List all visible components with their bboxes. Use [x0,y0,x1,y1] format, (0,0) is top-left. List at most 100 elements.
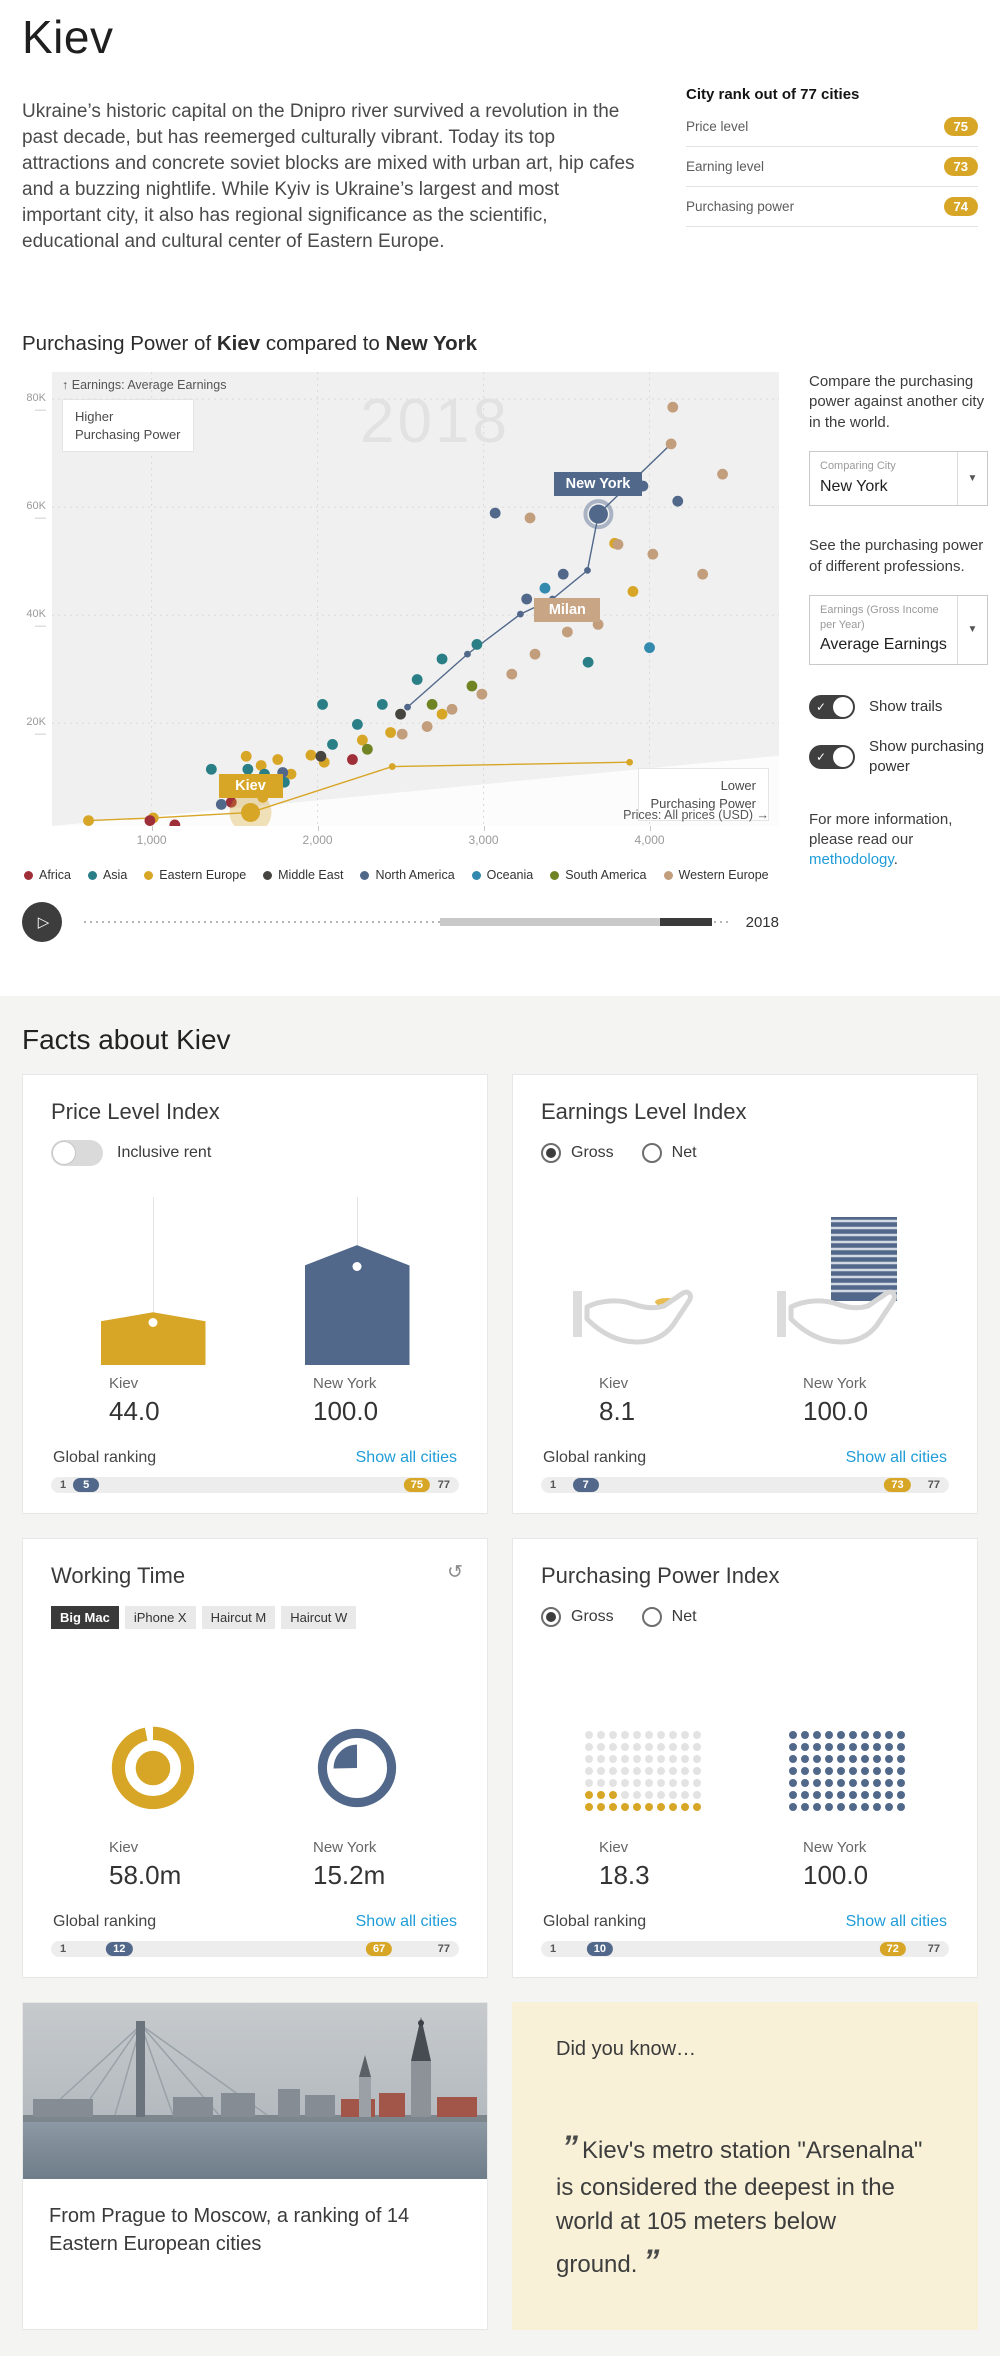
show-all-cities-link[interactable]: Show all cities [355,1449,457,1467]
city-dot[interactable] [421,721,433,733]
city-dot[interactable] [317,699,328,710]
chart-city-label-milan[interactable]: Milan [534,598,601,623]
earnings-select[interactable]: Earnings (Gross Income per Year) Average… [809,594,988,666]
city-dot[interactable] [272,754,284,766]
refresh-icon[interactable]: ↺ [447,1562,463,1584]
city-dot[interactable] [83,815,94,827]
city-dot[interactable] [225,796,237,808]
radio-option-gross[interactable]: Gross [541,1607,614,1628]
play-button[interactable]: ▷ [22,902,62,943]
show-all-cities-link[interactable]: Show all cities [845,1913,947,1931]
inclusive-rent-toggle[interactable] [51,1140,103,1167]
timeline-track[interactable] [84,912,732,932]
grid-dot [801,1791,809,1800]
legend-item-oceania[interactable]: Oceania [471,868,533,882]
comparing-city-select[interactable]: Comparing City New York ▼ [809,450,988,507]
city-dot[interactable] [347,754,358,766]
tab-iphone-x[interactable]: iPhone X [124,1605,196,1629]
article-teaser-card[interactable]: From Prague to Moscow, a ranking of 14 E… [22,2002,488,2331]
city-dot[interactable] [647,548,659,560]
city-dot[interactable] [644,642,655,654]
city-dot[interactable] [627,586,639,597]
radio-option-net[interactable]: Net [641,1607,697,1628]
chart-city-label-kiev[interactable]: Kiev [218,773,283,798]
stat-city-name: Kiev [109,1375,139,1393]
city-rank-pill: 75 [403,1478,431,1493]
chart-city-label-new-york[interactable]: New York [554,472,642,497]
highlight-dot-new-york[interactable] [588,504,608,524]
stat-city-name: New York [313,1375,377,1393]
city-rank-pill: 72 [879,1942,906,1957]
city-dot[interactable] [426,699,438,710]
city-dot[interactable] [471,639,483,650]
city-dot[interactable] [506,668,518,680]
city-dot[interactable] [352,719,363,730]
city-dot[interactable] [327,739,338,750]
timeline-handle[interactable] [660,918,713,927]
legend-item-middle-east[interactable]: Middle East [263,868,343,882]
grid-dot [789,1731,797,1740]
legend-item-eastern-europe[interactable]: Eastern Europe [144,868,246,882]
timeline-progress-bar [440,918,661,927]
city-dot[interactable] [385,727,397,738]
show-purchasing-power-toggle[interactable]: ✓ [809,745,855,770]
show-all-cities-link[interactable]: Show all cities [355,1913,457,1931]
city-dot[interactable] [144,815,156,827]
grid-dot [681,1779,689,1788]
city-dot[interactable] [489,507,501,519]
legend-item-western-europe[interactable]: Western Europe [663,868,769,882]
tab-big-mac[interactable]: Big Mac [51,1605,119,1629]
scatter-plot[interactable]: 2018 ↑ Earnings: Average Earnings Higher… [26,372,779,827]
city-dot[interactable] [612,539,624,550]
city-dot[interactable] [665,438,677,450]
legend-item-asia[interactable]: Asia [87,868,127,882]
city-dot[interactable] [476,688,488,700]
city-dot[interactable] [376,699,388,710]
city-dot[interactable] [582,656,594,668]
city-dot[interactable] [697,568,709,580]
city-dot[interactable] [529,648,541,660]
city-dot[interactable] [361,743,373,755]
city-dot[interactable] [169,819,181,827]
radio-option-net[interactable]: Net [641,1143,697,1164]
show-all-cities-link[interactable]: Show all cities [845,1449,947,1467]
legend-item-north-america[interactable]: North America [360,868,455,882]
city-dot[interactable] [436,653,448,665]
tab-haircut-m[interactable]: Haircut M [201,1605,276,1629]
city-dot[interactable] [524,512,536,524]
legend-item-africa[interactable]: Africa [24,868,71,882]
city-dot[interactable] [672,495,684,507]
city-dot[interactable] [205,763,217,775]
city-dot[interactable] [215,799,227,810]
city-dot[interactable] [521,593,533,605]
city-dot[interactable] [305,749,317,761]
city-dot[interactable] [255,760,267,771]
city-dot[interactable] [539,582,551,594]
legend-item-south-america[interactable]: South America [550,868,647,882]
city-dot[interactable] [395,708,406,720]
city-dot[interactable] [557,568,569,580]
city-dot[interactable] [242,763,254,775]
tab-haircut-w[interactable]: Haircut W [281,1605,357,1629]
more-info-text: For more information, please read our me… [809,810,953,869]
city-dot[interactable] [240,750,252,762]
city-dot[interactable] [466,680,478,692]
city-dot[interactable] [561,626,573,638]
city-dot[interactable] [315,750,327,762]
page-title: Kiev [22,11,114,63]
city-dot[interactable] [411,674,423,686]
show-trails-toggle[interactable]: ✓ [809,695,855,720]
city-dot[interactable] [436,708,448,720]
city-dot[interactable] [356,734,368,746]
highlight-dot-kiev[interactable] [241,803,261,823]
grid-dot [633,1767,641,1776]
radio-option-gross[interactable]: Gross [541,1143,614,1164]
city-dot[interactable] [396,728,408,740]
article-caption[interactable]: From Prague to Moscow, a ranking of 14 E… [49,2205,410,2255]
grid-dot [801,1779,809,1788]
city-dot[interactable] [667,401,679,413]
methodology-link[interactable]: methodology [809,851,894,869]
city-dot[interactable] [717,468,728,480]
city-dot[interactable] [285,768,297,780]
city-dot[interactable] [446,703,458,715]
